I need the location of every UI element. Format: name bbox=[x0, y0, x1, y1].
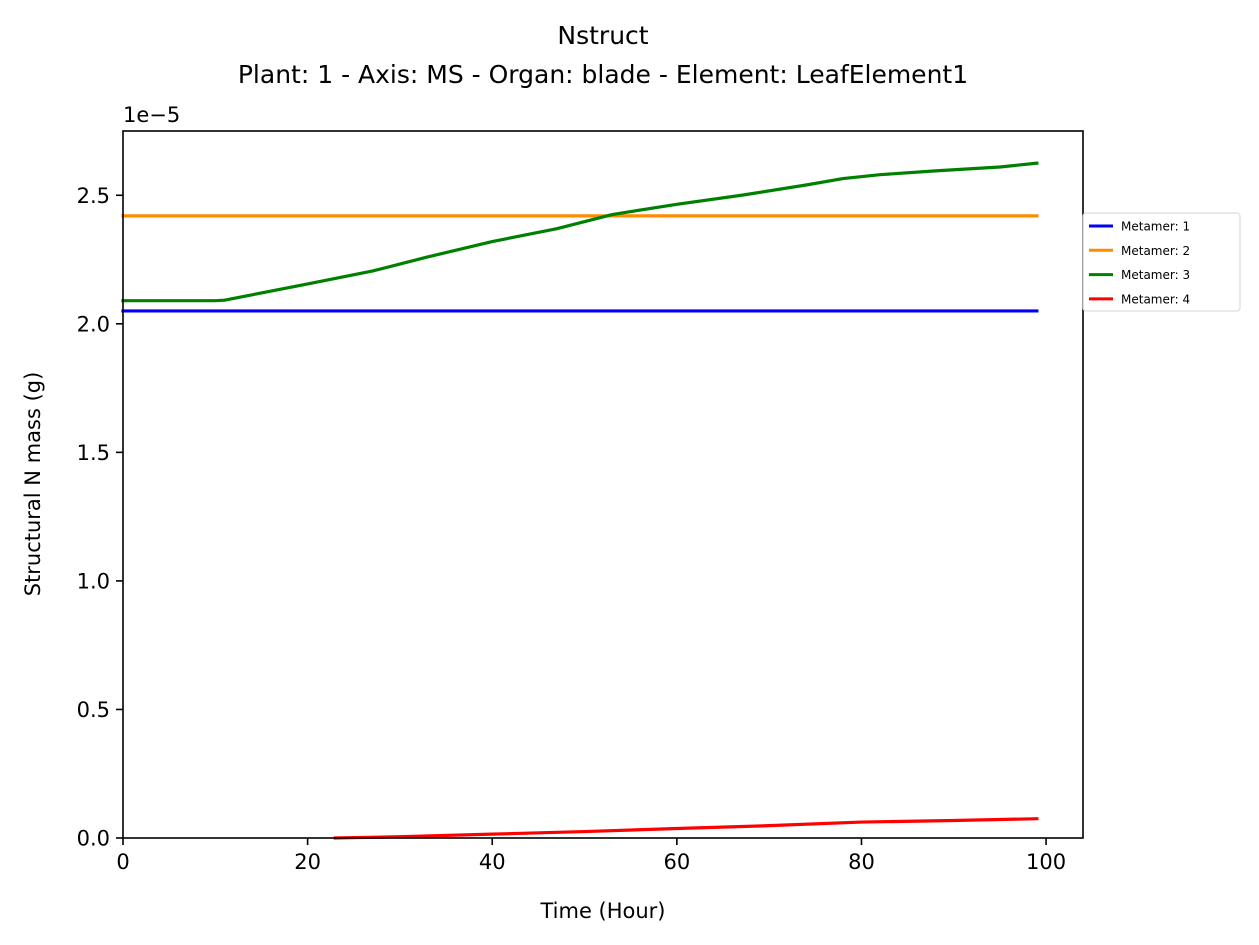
x-tick-label: 60 bbox=[663, 850, 690, 874]
y-tick-label: 2.0 bbox=[77, 312, 110, 336]
x-tick-label: 0 bbox=[116, 850, 129, 874]
x-tick-label: 100 bbox=[1026, 850, 1066, 874]
y-tick-label: 1.0 bbox=[77, 569, 110, 593]
y-axis-ticks: 0.0 0.5 1.0 1.5 2.0 2.5 bbox=[77, 184, 123, 851]
series-layer bbox=[121, 161, 1039, 840]
x-axis-label: Time (Hour) bbox=[539, 899, 665, 923]
y-tick-label: 2.5 bbox=[77, 184, 110, 208]
y-axis-offset-text: 1e−5 bbox=[123, 103, 180, 127]
y-tick-label: 1.5 bbox=[77, 441, 110, 465]
x-tick-label: 80 bbox=[848, 850, 875, 874]
y-axis-label: Structural N mass (g) bbox=[21, 372, 45, 597]
x-axis-ticks: 0 20 40 60 80 100 bbox=[116, 838, 1066, 874]
y-tick-label: 0.5 bbox=[77, 698, 110, 722]
legend-box bbox=[1082, 212, 1241, 312]
legend-entry: Metamer: 1 bbox=[1121, 220, 1190, 234]
series-line-4 bbox=[333, 817, 1039, 840]
x-tick-label: 40 bbox=[479, 850, 506, 874]
series-line-3 bbox=[121, 161, 1039, 303]
y-tick-label: 0.0 bbox=[77, 827, 110, 851]
chart-title: Nstruct bbox=[557, 21, 648, 50]
legend-entry: Metamer: 3 bbox=[1121, 268, 1190, 282]
legend-entry: Metamer: 4 bbox=[1121, 292, 1190, 306]
axes-frame bbox=[122, 130, 1084, 839]
legend: Metamer: 1 Metamer: 2 Metamer: 3 Metamer: 4 bbox=[1082, 212, 1241, 312]
legend-entry: Metamer: 2 bbox=[1121, 244, 1190, 258]
plot-area bbox=[121, 130, 1084, 840]
chart-subtitle: Plant: 1 - Axis: MS - Organ: blade - Ele… bbox=[238, 60, 968, 89]
x-tick-label: 20 bbox=[294, 850, 321, 874]
